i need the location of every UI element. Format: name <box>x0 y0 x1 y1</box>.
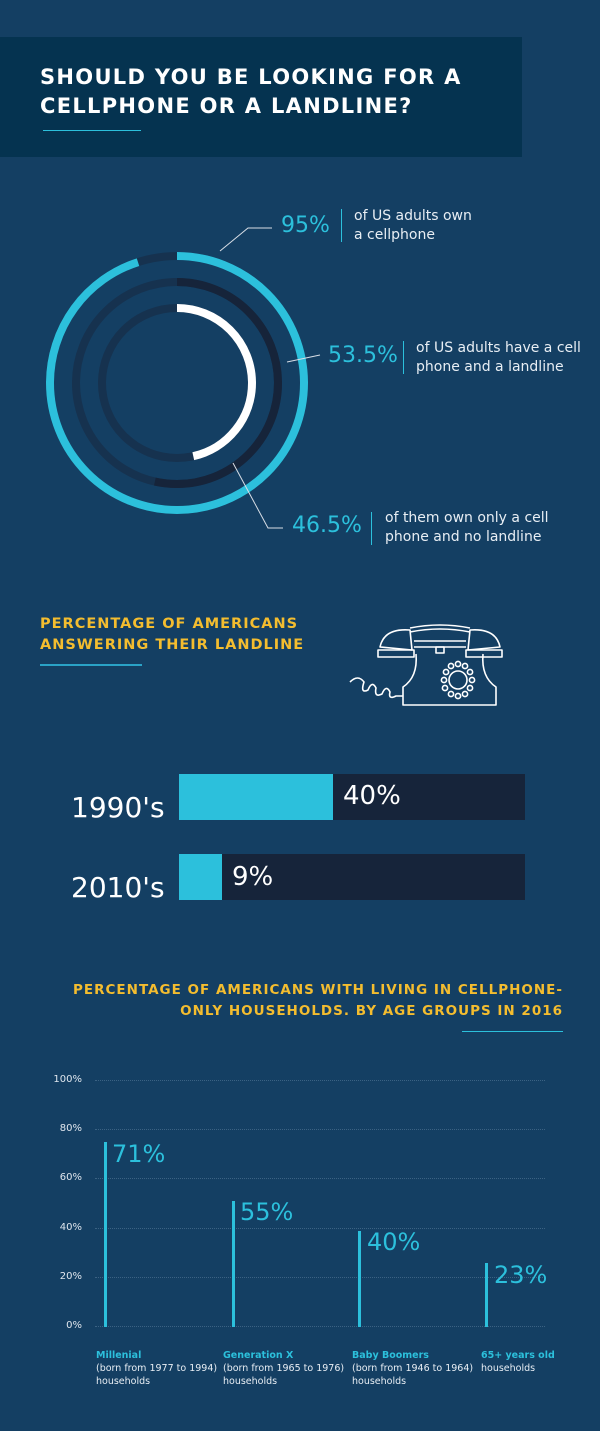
category-65-plus: 65+ years old households <box>481 1350 555 1374</box>
gridline <box>95 1129 545 1130</box>
bar-2010s <box>179 854 525 900</box>
ring-chart <box>46 227 321 529</box>
bar-65-plus <box>485 1263 488 1327</box>
gridline <box>95 1178 545 1179</box>
bar-label-1990s: 1990's <box>71 791 165 824</box>
bar-millenial <box>104 1142 107 1327</box>
gridline <box>95 1326 545 1327</box>
value-65-plus: 23% <box>494 1261 548 1289</box>
y-tick-80: 80% <box>59 1123 82 1134</box>
stat-desc-both: of US adults have a cell phone and a land… <box>416 340 581 375</box>
category-generation-x: Generation X (born from 1965 to 1976) hous… <box>223 1350 345 1387</box>
y-tick-20: 20% <box>59 1271 82 1282</box>
bar-fill-1990s <box>179 774 333 820</box>
stat-pct-cellphone: 95% <box>281 213 330 238</box>
rotary-phone-icon <box>349 624 503 706</box>
value-millenial: 71% <box>112 1140 166 1168</box>
title-box <box>0 37 522 157</box>
bar-value-2010s: 9% <box>232 862 274 892</box>
stat-divider <box>341 209 342 242</box>
households-underline <box>462 1031 563 1032</box>
stat-divider <box>403 341 404 374</box>
category-millenial: Millenial (born from 1977 to 1994) househo… <box>96 1350 218 1387</box>
landline-underline <box>40 664 142 666</box>
stat-pct-cell-only: 46.5% <box>292 513 362 538</box>
stat-divider <box>371 512 372 545</box>
bar-generation-x <box>232 1201 235 1327</box>
bar-value-1990s: 40% <box>343 781 401 811</box>
gridline <box>95 1277 545 1278</box>
bar-fill-2010s <box>179 854 222 900</box>
gridline <box>95 1080 545 1081</box>
landline-section-title: PERCENTAGE OF AMERICANS ANSWERING THEIR L… <box>40 616 305 653</box>
value-generation-x: 55% <box>240 1198 294 1226</box>
bar-baby-boomers <box>358 1231 361 1327</box>
ring-inner-46 <box>98 304 256 462</box>
ring-outer-95 <box>46 252 308 514</box>
bar-1990s <box>179 774 525 820</box>
bar-label-2010s: 2010's <box>71 871 165 904</box>
category-baby-boomers: Baby Boomers (born from 1946 to 1964) hous… <box>352 1350 474 1387</box>
stat-desc-cellphone: of US adults own a cellphone <box>354 208 472 243</box>
gridline <box>95 1228 545 1229</box>
value-baby-boomers: 40% <box>367 1228 421 1256</box>
stat-pct-both: 53.5% <box>328 343 398 368</box>
y-tick-40: 40% <box>59 1222 82 1233</box>
y-tick-100: 100% <box>53 1074 82 1085</box>
y-tick-0: 0% <box>66 1320 82 1331</box>
y-tick-60: 60% <box>59 1172 82 1183</box>
households-section-title: PERCENTAGE OF AMERICANS WITH LIVING IN C… <box>73 982 563 1019</box>
title-underline <box>43 130 141 131</box>
ring-middle-53 <box>72 278 282 488</box>
stat-desc-cell-only: of them own only a cell phone and no land… <box>385 510 549 545</box>
title-line-1: SHOULD YOU BE LOOKING FOR A <box>40 65 462 89</box>
title-line-2: CELLPHONE OR A LANDLINE? <box>40 94 413 118</box>
page-title: SHOULD YOU BE LOOKING FOR A CELLPHONE OR… <box>40 63 462 121</box>
